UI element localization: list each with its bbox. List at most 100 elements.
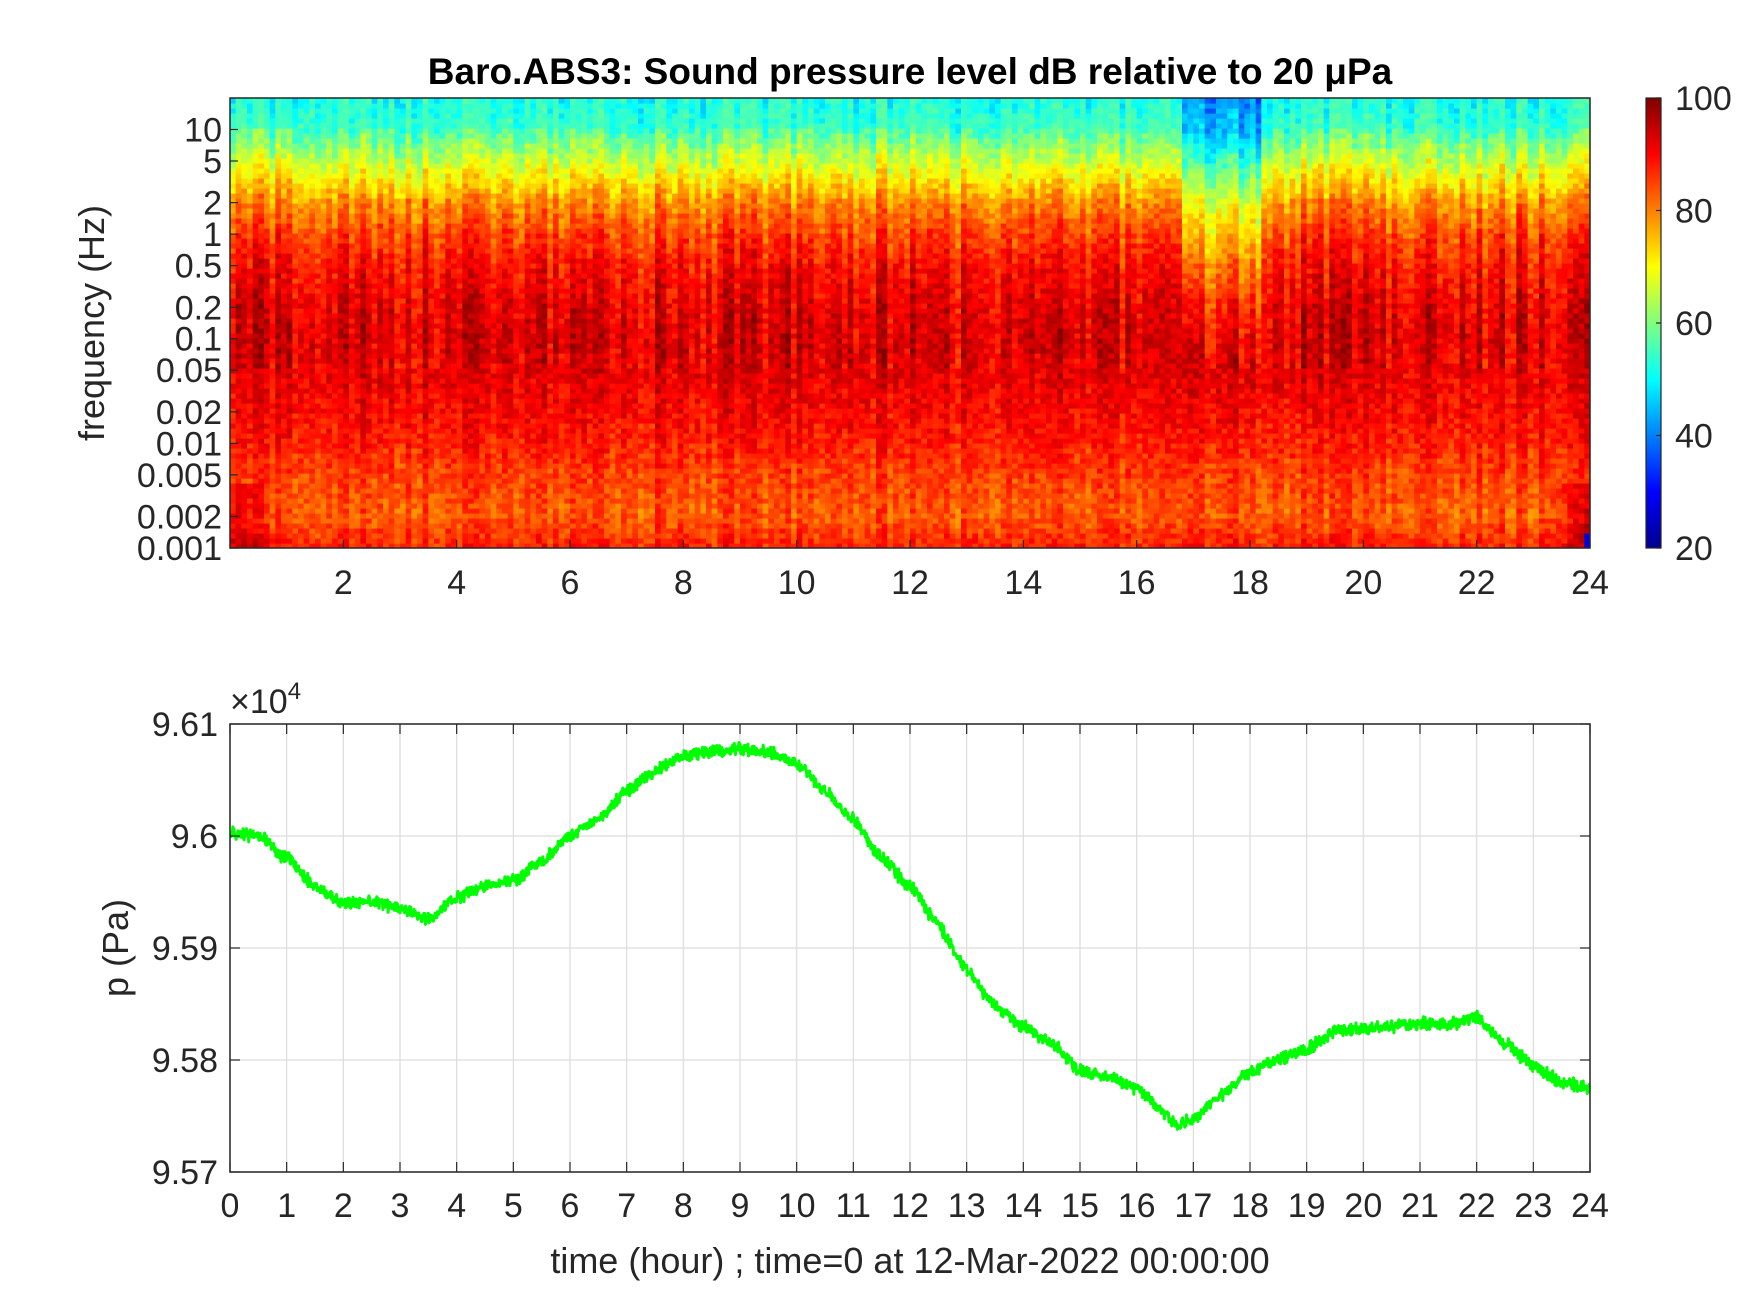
spectrogram-cell — [332, 348, 338, 354]
spectrogram-cell — [519, 528, 525, 534]
spectrogram-cell — [468, 228, 474, 234]
spectrogram-cell — [474, 223, 480, 229]
spectrogram-cell — [394, 288, 400, 294]
spectrogram-cell — [519, 263, 525, 269]
spectrogram-cell — [264, 108, 270, 114]
spectrogram-cell — [462, 108, 468, 114]
spectrogram-cell — [479, 148, 485, 154]
spectrogram-cell — [462, 143, 468, 149]
spectrogram-cell — [423, 503, 429, 509]
spectrogram-cell — [383, 308, 389, 314]
spectrogram-cell — [253, 448, 259, 454]
spectrogram-cell — [434, 413, 440, 419]
spectrogram-cell — [519, 423, 525, 429]
spectrogram-cell — [383, 293, 389, 299]
spectrogram-cell — [502, 223, 508, 229]
spectrogram-cell — [474, 158, 480, 164]
spectrogram-cell — [349, 133, 355, 139]
spectrogram-cell — [400, 493, 406, 499]
spectrogram-cell — [502, 338, 508, 344]
spectrogram-cell — [332, 183, 338, 189]
spectrogram-cell — [298, 363, 304, 369]
spectrogram-cell — [241, 223, 247, 229]
spectrogram-cell — [394, 258, 400, 264]
spectrogram-cell — [508, 288, 514, 294]
spectrogram-cell — [304, 253, 310, 259]
spectrogram-cell — [326, 458, 332, 464]
spectrogram-cell — [525, 348, 531, 354]
spectrogram-cell — [349, 453, 355, 459]
spectrogram-cell — [525, 398, 531, 404]
spectrogram-cell — [451, 183, 457, 189]
spectrogram-cell — [270, 413, 276, 419]
spectrogram-cell — [496, 108, 502, 114]
spectrogram-cell — [530, 433, 536, 439]
spectrogram-cell — [236, 178, 242, 184]
spectrogram-cell — [417, 443, 423, 449]
spectrogram-cell — [372, 388, 378, 394]
spectrogram-cell — [519, 153, 525, 159]
spectrogram-cell — [253, 458, 259, 464]
spectrogram-cell — [343, 283, 349, 289]
spectrogram-cell — [281, 133, 287, 139]
spectrogram-cell — [394, 238, 400, 244]
spectrogram-cell — [281, 413, 287, 419]
spectrogram-cell — [468, 533, 474, 539]
spectrogram-cell — [457, 123, 463, 129]
spectrogram-cell — [542, 458, 548, 464]
spectrogram-cell — [236, 313, 242, 319]
spectrogram-cell — [530, 538, 536, 544]
spectrogram-cell — [383, 123, 389, 129]
spectrogram-cell — [377, 308, 383, 314]
spectrogram-cell — [491, 258, 497, 264]
spectrogram-cell — [383, 348, 389, 354]
spectrogram-cell — [230, 373, 236, 379]
spectrogram-cell — [496, 493, 502, 499]
spectrogram-cell — [309, 258, 315, 264]
spectrogram-cell — [253, 533, 259, 539]
spectrogram-cell — [321, 128, 327, 134]
spectrogram-cell — [258, 223, 264, 229]
spectrogram-cell — [513, 373, 519, 379]
spectrogram-cell — [315, 478, 321, 484]
spectrogram-cell — [491, 208, 497, 214]
spectrogram-cell — [292, 388, 298, 394]
spectrogram-cell — [428, 423, 434, 429]
spectrogram-cell — [462, 473, 468, 479]
spectrogram-cell — [366, 233, 372, 239]
spectrogram-cell — [513, 463, 519, 469]
spectrogram-cell — [343, 218, 349, 224]
spectrogram-cell — [360, 198, 366, 204]
spectrogram-cell — [304, 273, 310, 279]
spectrogram-cell — [411, 348, 417, 354]
spectrogram-cell — [253, 168, 259, 174]
spectrogram-cell — [264, 173, 270, 179]
spectrogram-cell — [321, 143, 327, 149]
spectrogram-cell — [236, 448, 242, 454]
spectrogram-cell — [304, 288, 310, 294]
spectrogram-cell — [383, 298, 389, 304]
spectrogram-cell — [355, 218, 361, 224]
spectrogram-cell — [332, 343, 338, 349]
spectrogram-cell — [536, 188, 542, 194]
spectrogram-cell — [321, 488, 327, 494]
spectrogram-cell — [502, 478, 508, 484]
spectrogram-cell — [496, 448, 502, 454]
spectrogram-cell — [530, 503, 536, 509]
spectrogram-cell — [275, 203, 281, 209]
spectrogram-cell — [423, 98, 429, 104]
spectrogram-cell — [292, 318, 298, 324]
spectrogram-cell — [343, 348, 349, 354]
spectrogram-cell — [355, 408, 361, 414]
spectrogram-cell — [389, 108, 395, 114]
spectrogram-cell — [457, 468, 463, 474]
spectrogram-cell — [496, 243, 502, 249]
spectrogram-cell — [434, 243, 440, 249]
spectrogram-cell — [383, 103, 389, 109]
spectrogram-cell — [530, 128, 536, 134]
spectrogram-cell — [383, 98, 389, 104]
spectrogram-cell — [287, 383, 293, 389]
spectrogram-cell — [394, 373, 400, 379]
spectrogram-cell — [406, 283, 412, 289]
spectrogram-cell — [502, 188, 508, 194]
